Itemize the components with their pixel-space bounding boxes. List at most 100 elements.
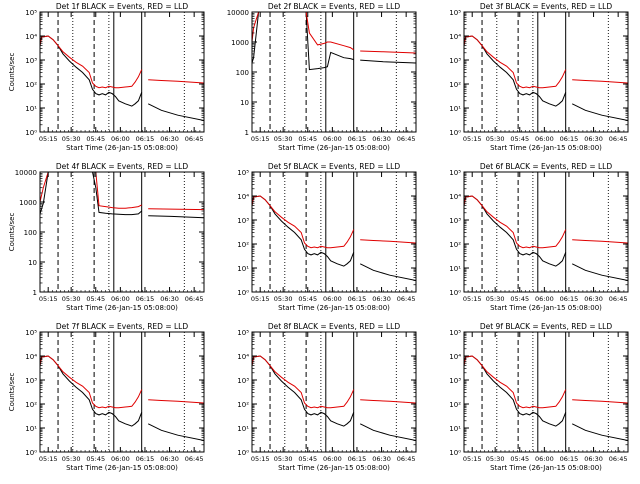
y-tick-label: 10² — [449, 401, 461, 409]
x-axis-label: Start Time (26-Jan-15 05:08:00) — [278, 464, 390, 472]
events-series-line — [252, 12, 354, 71]
x-tick-label: 05:15 — [39, 135, 58, 143]
y-tick-label: 10⁰ — [237, 289, 249, 297]
y-tick-label: 10¹ — [237, 425, 249, 433]
lld-series-line — [148, 399, 204, 404]
y-tick-label: 10³ — [237, 377, 249, 385]
y-tick-label: 10⁴ — [449, 193, 461, 201]
series-group — [252, 12, 416, 71]
x-tick-label: 06:30 — [160, 455, 179, 463]
series-group — [252, 195, 416, 281]
time-markers — [269, 12, 397, 132]
x-tick-label: 06:00 — [535, 455, 554, 463]
y-tick-label: 10⁵ — [25, 329, 37, 337]
events-series-line — [252, 195, 355, 267]
x-tick-label: 06:45 — [185, 135, 204, 143]
x-tick-label: 06:30 — [160, 135, 179, 143]
x-tick-label: 05:45 — [510, 295, 529, 303]
x-tick-label: 06:45 — [609, 295, 628, 303]
y-tick-label: 1000 — [231, 39, 249, 47]
x-tick-label: 05:45 — [86, 295, 105, 303]
series-group — [464, 35, 628, 121]
y-tick-label: 10⁴ — [25, 33, 37, 41]
y-tick-label: 10³ — [449, 377, 461, 385]
x-tick-label: 05:45 — [298, 295, 317, 303]
y-tick-label: 10000 — [227, 9, 249, 17]
y-tick-label: 10⁵ — [237, 329, 249, 337]
x-tick-label: 05:15 — [251, 135, 270, 143]
panel-1: Det 1f BLACK = Events, RED = LLD 10⁰ 10¹ 10… — [8, 2, 205, 152]
y-tick-label: 10² — [449, 81, 461, 89]
y-tick-label: 10⁴ — [449, 33, 461, 41]
lld-series-line — [40, 355, 143, 409]
lld-series-line — [360, 239, 416, 244]
time-markers — [57, 172, 185, 292]
x-tick-label: 06:30 — [584, 135, 603, 143]
panel-title: Det 2f BLACK = Events, RED = LLD — [268, 2, 401, 11]
y-tick-label: 10³ — [449, 217, 461, 225]
y-tick-label: 10¹ — [25, 425, 37, 433]
series-group — [252, 355, 416, 441]
x-tick-label: 06:30 — [160, 295, 179, 303]
events-series-line — [40, 355, 143, 427]
y-tick-label: 1 — [33, 289, 37, 297]
x-tick-label: 05:15 — [463, 295, 482, 303]
x-tick-label: 06:00 — [323, 455, 342, 463]
x-tick-label: 06:45 — [609, 455, 628, 463]
series-group — [464, 195, 628, 281]
x-axis-label: Start Time (26-Jan-15 05:08:00) — [490, 144, 602, 152]
x-tick-label: 06:45 — [185, 295, 204, 303]
y-tick-label: 10³ — [449, 57, 461, 65]
plot-frame — [463, 11, 629, 133]
x-tick-label: 05:45 — [298, 455, 317, 463]
events-series-line — [464, 355, 567, 427]
time-markers — [269, 332, 397, 452]
x-tick-label: 05:45 — [86, 135, 105, 143]
panel-9: Det 9f BLACK = Events, RED = LLD 10⁰ 10¹ 10… — [449, 322, 629, 472]
events-series-line — [40, 35, 143, 107]
y-tick-label: 10¹ — [25, 105, 37, 113]
x-tick-label: 05:15 — [251, 455, 270, 463]
x-tick-label: 06:45 — [185, 455, 204, 463]
y-tick-label: 10⁴ — [237, 353, 249, 361]
y-tick-label: 10¹ — [449, 105, 461, 113]
plot-frame — [39, 171, 205, 293]
y-tick-label: 100 — [24, 229, 37, 237]
plot-frame — [463, 331, 629, 453]
lld-series-line — [360, 399, 416, 404]
y-tick-label: 1000 — [19, 199, 37, 207]
panel-title: Det 7f BLACK = Events, RED = LLD — [56, 322, 189, 331]
x-tick-label: 06:45 — [397, 295, 416, 303]
x-tick-label: 06:00 — [111, 295, 130, 303]
x-tick-label: 06:30 — [584, 295, 603, 303]
lld-series-line — [40, 172, 142, 209]
x-tick-label: 05:30 — [274, 295, 293, 303]
y-tick-label: 10² — [237, 401, 249, 409]
plot-frame — [39, 331, 205, 453]
x-tick-label: 06:15 — [136, 295, 155, 303]
series-group — [40, 355, 204, 441]
lld-series-line — [572, 399, 628, 404]
x-tick-label: 05:30 — [274, 135, 293, 143]
panel-8: Det 8f BLACK = Events, RED = LLD 10⁰ 10¹ 10… — [237, 322, 417, 472]
time-markers — [481, 12, 609, 132]
time-markers — [481, 172, 609, 292]
panel-7: Det 7f BLACK = Events, RED = LLD 10⁰ 10¹ 10… — [8, 322, 205, 472]
y-tick-label: 10¹ — [449, 265, 461, 273]
x-tick-label: 05:15 — [39, 455, 58, 463]
events-series-line — [147, 103, 204, 121]
x-tick-label: 06:00 — [535, 295, 554, 303]
x-tick-label: 06:00 — [111, 135, 130, 143]
lld-series-line — [572, 239, 628, 244]
x-tick-label: 06:45 — [609, 135, 628, 143]
y-tick-label: 10⁵ — [449, 169, 461, 177]
y-tick-label: 1 — [245, 129, 249, 137]
events-series-line — [359, 263, 416, 281]
x-tick-label: 05:45 — [86, 455, 105, 463]
x-axis-label: Start Time (26-Jan-15 05:08:00) — [66, 304, 178, 312]
x-tick-label: 06:30 — [584, 455, 603, 463]
x-tick-label: 06:00 — [323, 135, 342, 143]
panel-3: Det 3f BLACK = Events, RED = LLD 10⁰ 10¹ 10… — [449, 2, 629, 152]
y-tick-label: 10² — [237, 241, 249, 249]
